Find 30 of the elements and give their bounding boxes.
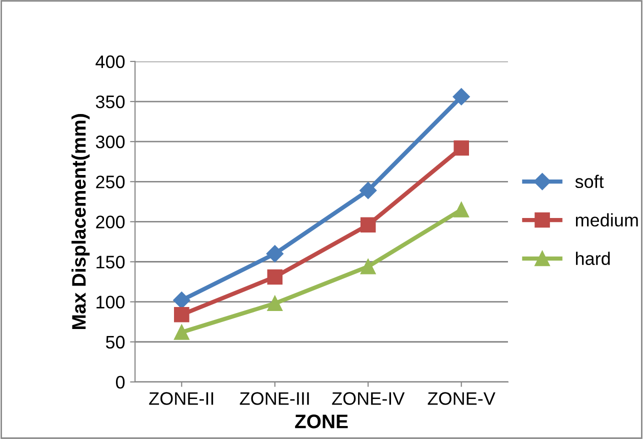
y-tick-label: 300 bbox=[96, 136, 125, 148]
point bbox=[454, 202, 469, 218]
point bbox=[266, 245, 284, 262]
point bbox=[360, 217, 376, 233]
x-tick-label: ZONE-III bbox=[240, 392, 309, 405]
y-tick-label: 350 bbox=[96, 95, 125, 108]
point bbox=[360, 258, 376, 274]
legend-label: hard bbox=[576, 252, 610, 266]
y-tick-label: 200 bbox=[96, 216, 125, 228]
y-tick-label: 50 bbox=[106, 336, 125, 349]
legend-label: soft bbox=[575, 174, 604, 188]
x-tick-label: ZONE-IV bbox=[332, 392, 405, 405]
point bbox=[452, 88, 470, 106]
x-tick-label: ZONE-V bbox=[428, 392, 496, 405]
point bbox=[174, 324, 190, 340]
y-tick-label: 400 bbox=[96, 55, 125, 68]
x-tick-label: ZONE-II bbox=[149, 392, 214, 405]
point bbox=[267, 296, 283, 312]
point bbox=[174, 306, 190, 322]
point bbox=[267, 269, 283, 285]
y-tick-label: 100 bbox=[96, 296, 125, 309]
legend-label: medium bbox=[576, 213, 638, 227]
point bbox=[454, 140, 469, 156]
y-axis-title: Max Displacement(mm) bbox=[72, 114, 90, 329]
y-tick-label: 250 bbox=[96, 176, 125, 188]
y-tick-label: 0 bbox=[116, 376, 125, 389]
x-axis-title: ZONE bbox=[295, 414, 348, 428]
point bbox=[360, 182, 377, 199]
y-tick-label: 150 bbox=[96, 256, 125, 268]
point bbox=[173, 292, 190, 309]
